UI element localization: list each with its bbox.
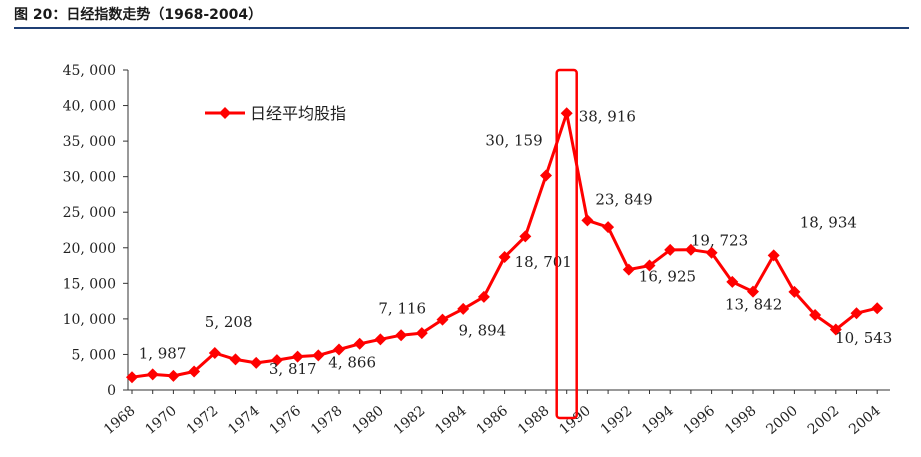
data-label: 18, 934: [800, 213, 857, 231]
data-point-marker: [767, 249, 780, 262]
data-label: 9, 894: [459, 322, 507, 340]
data-point-marker: [415, 327, 428, 340]
y-tick-label: 5, 000: [71, 347, 116, 363]
y-axis-ticks: 0 5, 000 10, 000 15, 000 20, 000 25, 000 30, 0…: [63, 63, 128, 399]
data-label: 23, 849: [595, 190, 652, 208]
x-tick-label: 1980: [349, 403, 387, 438]
x-tick-label: 1982: [391, 403, 429, 438]
x-tick-label: 1974: [225, 403, 263, 438]
x-tick-label: 2004: [846, 403, 884, 438]
legend-label: 日经平均股指: [250, 104, 346, 123]
data-point-marker: [540, 169, 552, 182]
data-point-marker: [871, 302, 884, 315]
x-axis-ticks: 1968 1970 1972 1974 1976 1978 1980 1982 1984 1986…: [101, 390, 884, 438]
x-tick-label: 2002: [805, 403, 843, 438]
data-label: 18, 701: [515, 253, 572, 271]
data-point-marker: [581, 214, 594, 227]
x-tick-label: 1994: [639, 403, 677, 438]
data-label: 16, 925: [639, 268, 696, 286]
data-label: 38, 916: [579, 107, 636, 125]
data-point-marker: [208, 346, 221, 359]
title-rule: [14, 27, 909, 29]
x-tick-label: 1996: [681, 403, 719, 438]
data-point-marker: [188, 365, 201, 378]
data-point-marker: [436, 313, 449, 326]
x-tick-label: 1986: [474, 403, 512, 438]
data-point-marker: [622, 263, 635, 276]
data-label: 5, 208: [205, 313, 253, 331]
data-point-marker: [167, 369, 180, 382]
data-point-marker: [457, 302, 470, 315]
y-tick-label: 35, 000: [63, 134, 116, 150]
data-point-marker: [126, 371, 138, 384]
data-labels: 1, 987 5, 208 3, 817 4, 866 7, 116 9, 894 18, …: [139, 107, 893, 378]
y-tick-label: 30, 000: [63, 170, 116, 186]
data-label: 4, 866: [328, 353, 376, 371]
data-label: 19, 723: [691, 232, 748, 250]
data-point-marker: [726, 275, 739, 288]
peak-highlight-box: [555, 68, 578, 420]
data-point-marker: [498, 251, 511, 264]
data-point-marker: [788, 285, 801, 298]
y-tick-label: 15, 000: [63, 276, 116, 292]
y-tick-label: 45, 000: [63, 63, 116, 79]
data-point-marker: [250, 356, 263, 369]
y-tick-label: 0: [107, 383, 116, 399]
figure-title: 图 20：日经指数走势（1968-2004）: [14, 7, 263, 23]
x-tick-label: 1990: [556, 403, 594, 438]
data-point-marker: [374, 333, 387, 346]
y-tick-label: 40, 000: [63, 99, 116, 115]
x-tick-label: 1984: [432, 403, 470, 438]
x-tick-label: 1992: [598, 403, 636, 438]
series-layer: [126, 107, 884, 384]
data-label: 30, 159: [485, 132, 542, 150]
highlight-layer: [555, 68, 578, 420]
data-point-marker: [395, 329, 408, 342]
axes: [127, 70, 890, 391]
data-point-marker: [333, 343, 345, 356]
data-point-marker: [519, 230, 532, 243]
y-tick-label: 10, 000: [63, 312, 116, 328]
data-point-marker: [850, 307, 863, 320]
data-point-marker: [705, 246, 718, 259]
data-point-marker: [477, 290, 490, 303]
data-point-marker: [291, 350, 304, 363]
data-label: 10, 543: [835, 329, 892, 347]
data-point-marker: [664, 243, 677, 256]
data-point-marker: [602, 221, 615, 234]
data-label: 13, 842: [725, 296, 782, 314]
legend-marker: [219, 107, 231, 119]
x-tick-label: 1998: [722, 403, 760, 438]
x-tick-label: 1976: [267, 403, 305, 438]
x-tick-label: 1978: [308, 403, 346, 438]
data-label: 3, 817: [269, 360, 317, 378]
data-point-marker: [229, 353, 242, 366]
data-point-marker: [560, 107, 573, 120]
data-point-marker: [747, 285, 759, 298]
data-point-marker: [829, 323, 842, 336]
x-tick-label: 1970: [142, 403, 180, 438]
data-point-marker: [643, 259, 656, 272]
x-tick-label: 1968: [101, 403, 139, 438]
data-point-marker: [270, 354, 283, 367]
y-tick-label: 20, 000: [63, 241, 116, 257]
x-tick-label: 1988: [515, 403, 553, 438]
y-tick-label: 25, 000: [63, 205, 116, 221]
legend: 日经平均股指: [205, 104, 346, 123]
data-point-marker: [684, 243, 697, 256]
data-point-marker: [809, 309, 822, 322]
data-point-marker: [353, 337, 366, 350]
data-label: 7, 116: [378, 299, 426, 317]
x-tick-label: 2000: [763, 403, 801, 438]
data-label: 1, 987: [139, 344, 187, 362]
data-point-marker: [312, 349, 325, 362]
data-point-marker: [146, 368, 159, 381]
x-tick-label: 1972: [184, 403, 222, 438]
